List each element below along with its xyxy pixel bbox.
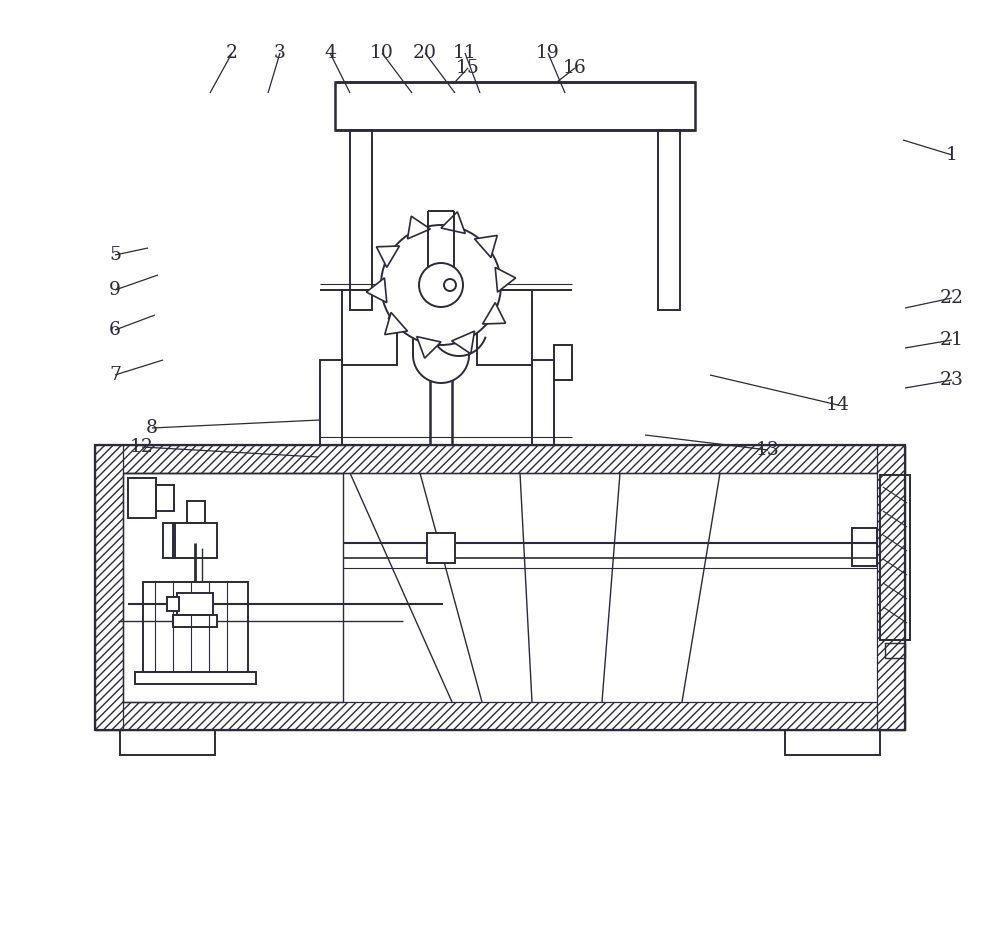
Bar xyxy=(532,360,554,445)
Bar xyxy=(342,290,397,365)
Text: 8: 8 xyxy=(146,419,158,437)
Bar xyxy=(95,445,905,473)
Bar xyxy=(135,672,256,684)
Bar xyxy=(120,730,215,755)
Polygon shape xyxy=(385,312,407,335)
Bar xyxy=(877,445,905,730)
Bar xyxy=(320,360,342,445)
Bar xyxy=(852,528,877,566)
Text: 22: 22 xyxy=(940,289,964,307)
Text: 11: 11 xyxy=(453,44,477,62)
Text: 19: 19 xyxy=(536,44,560,62)
Bar xyxy=(143,582,248,672)
Bar xyxy=(128,478,156,518)
Text: 16: 16 xyxy=(563,59,587,77)
Bar xyxy=(427,533,455,563)
Polygon shape xyxy=(417,337,441,358)
Polygon shape xyxy=(376,246,399,268)
Text: 12: 12 xyxy=(130,438,154,456)
Bar xyxy=(95,445,123,730)
Circle shape xyxy=(444,279,456,291)
Text: 3: 3 xyxy=(274,44,286,62)
Circle shape xyxy=(419,263,463,307)
Bar xyxy=(177,593,213,615)
Bar xyxy=(658,130,680,310)
Text: 5: 5 xyxy=(109,246,121,264)
Polygon shape xyxy=(452,331,475,353)
Text: 9: 9 xyxy=(109,281,121,299)
Bar xyxy=(785,730,880,755)
Circle shape xyxy=(381,225,501,345)
Bar xyxy=(95,445,905,730)
Bar xyxy=(335,82,695,130)
Polygon shape xyxy=(366,278,387,302)
Bar xyxy=(173,615,217,627)
Bar xyxy=(163,523,175,558)
Bar xyxy=(167,597,179,611)
Bar xyxy=(477,290,532,365)
Text: 7: 7 xyxy=(109,366,121,384)
Text: 2: 2 xyxy=(226,44,238,62)
Text: 20: 20 xyxy=(413,44,437,62)
Polygon shape xyxy=(407,216,430,239)
Bar xyxy=(350,130,372,310)
Text: 23: 23 xyxy=(940,371,964,389)
Text: 13: 13 xyxy=(756,441,780,459)
Bar xyxy=(173,523,217,558)
Bar xyxy=(123,473,343,702)
Text: 10: 10 xyxy=(370,44,394,62)
Text: 15: 15 xyxy=(456,59,480,77)
Polygon shape xyxy=(441,212,465,233)
Text: 4: 4 xyxy=(324,44,336,62)
Text: 1: 1 xyxy=(946,146,958,164)
Polygon shape xyxy=(495,268,516,292)
Bar xyxy=(156,485,174,511)
Polygon shape xyxy=(483,302,506,324)
Bar xyxy=(885,643,905,658)
Text: 6: 6 xyxy=(109,321,121,339)
Bar xyxy=(95,702,905,730)
Text: 21: 21 xyxy=(940,331,964,349)
Bar xyxy=(554,345,572,380)
Bar xyxy=(880,475,910,640)
Bar xyxy=(187,501,205,523)
Text: 14: 14 xyxy=(826,396,850,414)
Polygon shape xyxy=(475,235,497,258)
